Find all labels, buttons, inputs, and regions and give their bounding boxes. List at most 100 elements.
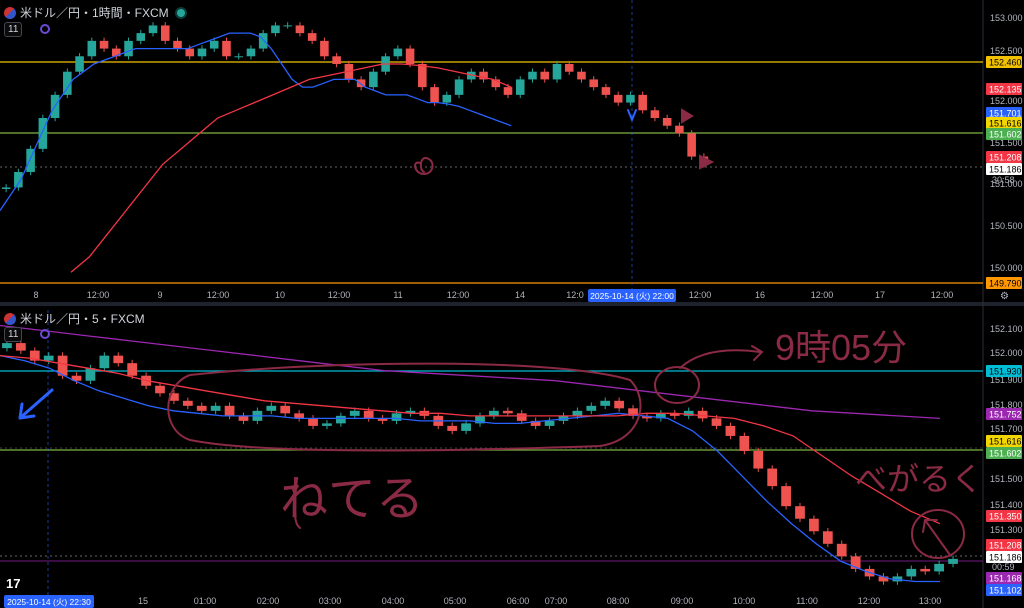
- bot-candle-26: [363, 410, 374, 419]
- price-axes[interactable]: 153.000 152.500 152.000 151.500 151.000 150.5…: [4, 13, 1023, 608]
- bot-candle-1: [16, 343, 26, 351]
- top-price-tick-1: 152.500: [990, 46, 1023, 56]
- bot-candle-5: [71, 375, 82, 381]
- top-time-3: 12:00: [207, 290, 230, 300]
- top-candle-6: [75, 56, 84, 72]
- bot-candle-4: [57, 355, 68, 376]
- top-time-6: 11: [393, 290, 402, 300]
- bot-countdown: 00:59: [992, 562, 1015, 572]
- top-candle-42: [515, 79, 525, 95]
- bot-candle-2: [29, 350, 40, 361]
- bot-candle-55: [767, 468, 778, 487]
- top-candle-26: [320, 40, 329, 57]
- top-time-5: 12:00: [328, 290, 351, 300]
- top-price-tick-0: 153.000: [990, 13, 1023, 23]
- market-open-icon: [176, 8, 185, 17]
- tradingview-logo[interactable]: 17: [6, 576, 21, 591]
- bot-candle-13: [182, 400, 193, 406]
- top-tag-bg-level-151186: [986, 163, 1022, 175]
- bounce-arrow: [922, 519, 951, 556]
- bot-tag-level-151168: 151.168: [989, 574, 1022, 584]
- bot-candle-39: [544, 420, 555, 426]
- bot-tag-level-151186: 151.186: [989, 553, 1022, 563]
- top-time-8: 14: [515, 290, 525, 300]
- top-tag-bg-level-151602: [986, 128, 1022, 140]
- pane-divider[interactable]: [0, 302, 1024, 306]
- bot-time-9: 09:00: [671, 596, 694, 606]
- top-candle-56: [687, 133, 696, 157]
- bot-price-tick-4: 151.700: [990, 424, 1023, 434]
- bot-candle-50: [697, 410, 708, 419]
- bot-time-10: 10:00: [733, 596, 756, 606]
- bot-candle-48: [669, 413, 680, 416]
- bottom-symbol-header[interactable]: 米ドル／円・5・FXCM: [4, 310, 145, 327]
- bot-candle-65: [906, 568, 917, 577]
- bot-candle-53: [739, 435, 750, 451]
- bot-candle-61: [850, 556, 861, 569]
- bot-candle-60: [836, 543, 847, 557]
- bot-time-4: 04:00: [382, 596, 405, 606]
- bot-price-tick-6: 151.500: [990, 474, 1023, 484]
- top-candle-34: [418, 64, 427, 88]
- bot-time-2: 02:00: [257, 596, 280, 606]
- bot-time-3: 03:00: [319, 596, 342, 606]
- bot-tag-bg-level-151602: [986, 447, 1022, 459]
- top-candle-15: [185, 48, 195, 57]
- bounce-circle: [911, 509, 965, 559]
- top-time-9: 12:0: [566, 290, 584, 300]
- top-time-1: 12:00: [87, 290, 110, 300]
- top-candle-9: [112, 48, 121, 57]
- top-interval-badge[interactable]: 11: [4, 22, 23, 37]
- bot-candle-46: [642, 415, 652, 419]
- bot-candle-42: [586, 405, 597, 411]
- bottom-indicator-icon[interactable]: [40, 329, 50, 339]
- bot-candle-66: [920, 568, 931, 572]
- bot-tag-level-151616: 151.616: [989, 437, 1022, 447]
- top-candle-8: [99, 40, 109, 49]
- bot-candle-63: [878, 576, 889, 582]
- bot-candle-28: [391, 413, 402, 421]
- bot-series-2: [0, 324, 941, 420]
- annotation-top[interactable]: [414, 108, 715, 176]
- top-candle-51: [626, 94, 635, 103]
- bot-tag-level-151102: 151.102: [989, 586, 1022, 596]
- top-series-1: [70, 63, 512, 273]
- top-candle-37: [454, 79, 464, 95]
- top-candle-45: [552, 64, 562, 80]
- bot-candle-68: [948, 558, 958, 564]
- bot-candle-14: [196, 405, 207, 411]
- top-candle-39: [479, 71, 488, 80]
- bot-price-tick-2: 151.900: [990, 375, 1023, 385]
- bot-price-tick-3: 151.800: [990, 400, 1023, 410]
- bot-series-0: [0, 354, 940, 583]
- bot-tag-level-151350: 151.350: [989, 512, 1022, 522]
- reversal-circle: [654, 366, 700, 404]
- annot-time-text: 9時05分: [775, 327, 907, 368]
- bot-candle-57: [795, 506, 805, 519]
- top-candle-55: [675, 125, 684, 134]
- top-candle-12: [148, 25, 158, 34]
- top-candle-2: [26, 148, 35, 172]
- bot-candle-36: [502, 410, 513, 414]
- bot-price-tick-7: 151.400: [990, 500, 1023, 510]
- top-candle-10: [124, 40, 133, 57]
- top-indicator-icon[interactable]: [40, 24, 50, 34]
- bot-candle-25: [349, 410, 360, 416]
- top-symbol-header[interactable]: 米ドル／円・1時間・FXCM: [4, 4, 185, 21]
- top-candle-52: [638, 94, 647, 111]
- bot-candle-23: [322, 423, 332, 426]
- top-candle-19: [234, 56, 243, 58]
- bot-price-tick-8: 151.300: [990, 525, 1023, 535]
- annot-no-shape: [414, 157, 434, 176]
- bottom-interval-badge[interactable]: 11: [4, 327, 23, 342]
- top-candle-50: [613, 94, 623, 103]
- bot-candle-15: [210, 405, 221, 411]
- bot-candle-33: [461, 423, 471, 431]
- annotation-bottom[interactable]: [18, 345, 965, 559]
- top-candle-33: [405, 48, 415, 64]
- top-time-11: 16: [755, 290, 765, 300]
- top-symbol-label: 米ドル／円・1時間・FXCM: [20, 6, 169, 20]
- bot-series-1: [0, 354, 941, 525]
- top-tag-bg-level-152460: [986, 56, 1022, 68]
